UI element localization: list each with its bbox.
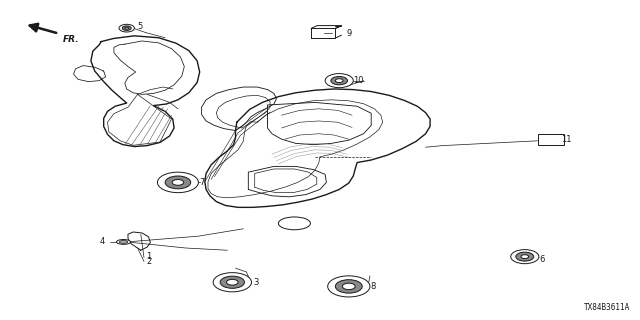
Circle shape <box>213 273 252 292</box>
Circle shape <box>125 27 129 29</box>
Text: 5: 5 <box>137 22 142 31</box>
Ellipse shape <box>116 239 131 244</box>
Circle shape <box>331 76 348 85</box>
Text: 10: 10 <box>353 76 364 85</box>
Text: 1: 1 <box>146 252 151 261</box>
Text: 6: 6 <box>540 255 545 264</box>
Circle shape <box>335 79 343 83</box>
Ellipse shape <box>278 217 310 230</box>
Circle shape <box>335 280 362 293</box>
Circle shape <box>165 176 191 189</box>
Circle shape <box>342 283 355 290</box>
Circle shape <box>227 279 238 285</box>
Text: TX84B3611A: TX84B3611A <box>584 303 630 312</box>
Circle shape <box>328 276 370 297</box>
Text: 2: 2 <box>146 257 151 266</box>
Text: FR.: FR. <box>63 35 79 44</box>
Circle shape <box>157 172 198 193</box>
Text: 3: 3 <box>253 278 259 287</box>
Text: 4: 4 <box>99 237 104 246</box>
Ellipse shape <box>119 241 128 243</box>
Text: 9: 9 <box>347 29 352 38</box>
Text: 7: 7 <box>200 178 205 187</box>
Circle shape <box>516 252 534 261</box>
Circle shape <box>220 276 244 288</box>
Text: 11: 11 <box>561 135 572 144</box>
Text: 8: 8 <box>370 282 375 291</box>
Circle shape <box>122 26 131 30</box>
Bar <box>538 134 564 145</box>
Circle shape <box>521 255 529 259</box>
Circle shape <box>119 24 134 32</box>
Circle shape <box>172 180 184 185</box>
Circle shape <box>511 250 539 264</box>
Circle shape <box>325 74 353 88</box>
